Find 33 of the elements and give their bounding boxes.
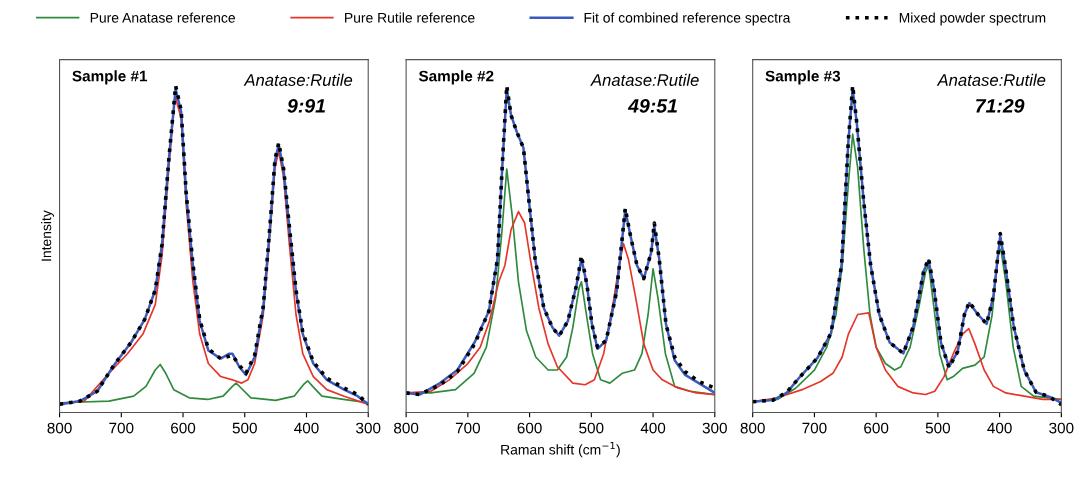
x-tick-label: 500	[579, 422, 604, 434]
x-tick-label: 400	[294, 422, 319, 434]
legend-label: Pure Rutile reference	[345, 12, 475, 23]
x-tick-label: 500	[232, 422, 257, 434]
x-tick-label: 500	[925, 422, 951, 434]
annotation: 9:91	[287, 98, 325, 113]
text: Sample #2	[418, 70, 494, 85]
annotation: Anatase:Rutile	[936, 73, 1046, 86]
x-tick-label: 700	[455, 422, 480, 434]
annotation: 49:51	[627, 98, 677, 113]
y-axis-title: Intensity	[41, 210, 55, 261]
x-tick-label: 800	[47, 422, 72, 434]
annotation: 71:29	[976, 98, 1025, 113]
x-tick-label: 700	[109, 422, 134, 434]
x-tick-label: 300	[702, 422, 727, 434]
x-tick-label: 800	[394, 422, 419, 434]
x-tick-label: 300	[1049, 422, 1074, 434]
annotation: Anatase:Rutile	[243, 73, 353, 86]
x-tick-label: 800	[740, 422, 765, 434]
legend-label: Mixed powder spectrum	[899, 12, 1046, 26]
x-tick-label: 600	[864, 422, 889, 434]
annotation: Anatase:Rutile	[590, 73, 699, 86]
x-tick-label: 400	[987, 422, 1012, 434]
legend-label: Pure Anatase reference	[90, 12, 235, 23]
legend-label: Fit of combined reference spectra	[584, 12, 791, 26]
x-tick-label: 700	[802, 422, 827, 434]
text: Sample #3	[765, 70, 841, 85]
text: Sample #1	[72, 70, 148, 85]
x-tick-label: 600	[171, 422, 196, 434]
x-tick-label: 600	[517, 422, 542, 434]
x-axis-title: Raman shift (cm$^{−1}$)	[501, 442, 620, 458]
x-tick-label: 400	[640, 422, 666, 434]
x-tick-label: 300	[356, 422, 381, 434]
